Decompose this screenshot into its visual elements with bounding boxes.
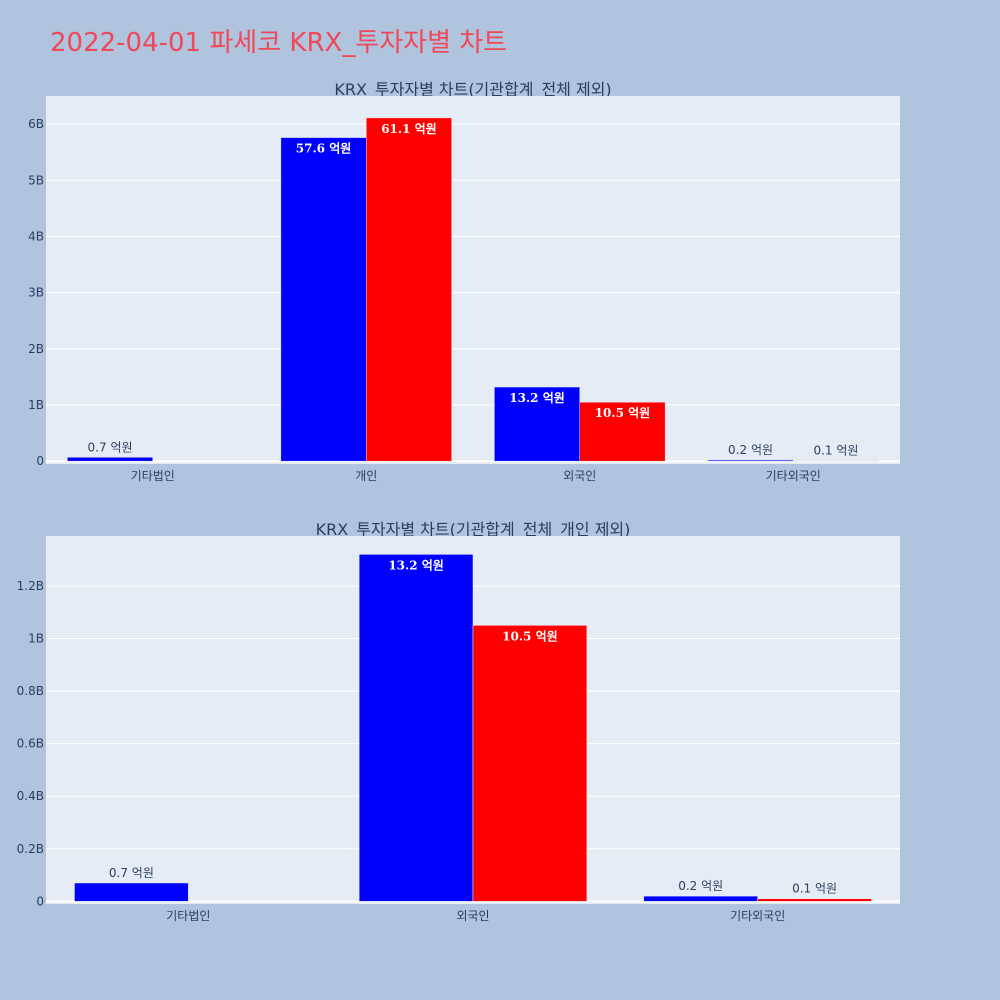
y-tick-label: 2B	[28, 342, 44, 356]
y-tick-label: 5B	[28, 173, 44, 187]
data-label: 0.7 억원	[88, 440, 133, 454]
bar-buy	[67, 457, 153, 462]
data-label: 61.1 억원	[381, 122, 437, 136]
bar-buy	[643, 895, 758, 902]
page-title: 2022-04-01 파세코 KRX_투자자별 차트	[50, 28, 508, 58]
bar-sell	[579, 401, 666, 462]
bar-sell	[793, 460, 879, 462]
data-label: 13.2 억원	[388, 558, 444, 572]
x-tick-label: 기타법인	[166, 909, 210, 923]
bar-buy	[74, 882, 189, 902]
y-tick-label: 0	[36, 894, 44, 908]
y-tick-label: 0.2B	[17, 842, 44, 856]
chart-title: KRX_투자자별 차트(기관합계_전체_개인 제외)	[316, 520, 631, 540]
y-tick-label: 0.6B	[17, 737, 44, 751]
x-tick-label: 외국인	[456, 909, 489, 923]
plot-area	[46, 96, 900, 464]
y-tick-label: 0	[36, 454, 44, 468]
y-tick-label: 1B	[28, 398, 44, 412]
data-label: 57.6 억원	[296, 142, 352, 156]
data-label: 10.5 억원	[595, 406, 651, 420]
y-tick-label: 0.4B	[17, 789, 44, 803]
data-label: 0.2 억원	[728, 443, 773, 457]
data-label: 0.7 억원	[109, 866, 154, 880]
data-label: 0.1 억원	[813, 444, 858, 458]
y-tick-label: 0.8B	[17, 684, 44, 698]
y-tick-label: 4B	[28, 229, 44, 243]
data-label: 10.5 억원	[502, 629, 558, 643]
bar-buy	[280, 137, 367, 462]
y-tick-label: 1.2B	[17, 579, 44, 593]
x-tick-label: 개인	[355, 469, 377, 483]
bar-buy	[494, 386, 581, 462]
bar-sell	[366, 117, 452, 462]
bar-buy	[358, 554, 474, 902]
chart-title: KRX_투자자별 차트(기관합계_전체 제외)	[334, 80, 611, 100]
x-tick-label: 기타외국인	[730, 909, 785, 923]
investor-chart-all: KRX_투자자별 차트(기관합계_전체 제외) 0 1B 2B 3B 4B 5B 6B 기타법인…	[28, 80, 900, 483]
y-tick-label: 6B	[28, 117, 44, 131]
investor-chart-excl-individual: KRX_투자자별 차트(기관합계_전체_개인 제외) 0 0.2B 0.4B 0.6B 0…	[17, 520, 900, 923]
bar-sell	[757, 898, 872, 902]
y-tick-label: 1B	[28, 632, 44, 646]
data-label: 0.2 억원	[678, 879, 723, 893]
bar-sell	[472, 625, 588, 902]
x-tick-label: 외국인	[563, 469, 596, 483]
data-label: 0.1 억원	[792, 882, 837, 896]
data-label: 13.2 억원	[509, 391, 565, 405]
x-tick-label: 기타법인	[131, 469, 175, 483]
y-tick-label: 3B	[28, 286, 44, 300]
bar-buy	[707, 459, 794, 462]
x-tick-label: 기타외국인	[766, 469, 821, 483]
